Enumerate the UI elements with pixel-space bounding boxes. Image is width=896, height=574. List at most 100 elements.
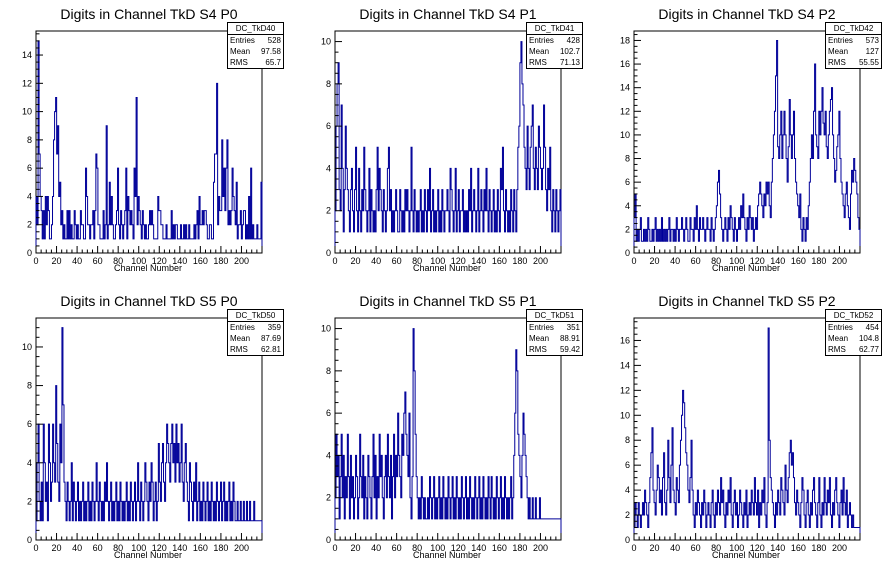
y-tick-label: 12 <box>620 385 630 395</box>
x-tick-label: 80 <box>412 543 422 553</box>
y-tick-label: 6 <box>27 419 32 429</box>
histogram-plot-2: 0 20 40 60 80 100 120 140 160 180 200 0 2 4 6 8 10 12 14 16… <box>620 30 861 266</box>
stats-entries-row: Entries 454 <box>826 322 881 333</box>
stats-mean-row: Mean 87.69 <box>228 333 283 344</box>
x-tick-label: 160 <box>492 543 507 553</box>
y-tick-label: 12 <box>22 78 32 88</box>
stats-rms-value: 65.7 <box>265 58 281 67</box>
x-tick-label: 120 <box>451 256 466 266</box>
y-tick-label: 16 <box>620 335 630 345</box>
x-tick-label: 180 <box>512 256 527 266</box>
stats-entries-label: Entries <box>230 36 255 45</box>
y-tick-label: 10 <box>22 342 32 352</box>
stats-mean-label: Mean <box>529 47 550 56</box>
stats-entries-value: 454 <box>865 323 879 332</box>
stats-rms-label: RMS <box>529 58 547 67</box>
x-axis-label: Channel Number <box>413 263 482 273</box>
histogram-plot-5: 0 20 40 60 80 100 120 140 160 180 200 0 2 4 6 8 10 12 14 16 <box>620 317 861 553</box>
stats-mean-value: 88.91 <box>559 334 580 343</box>
y-tick-label: 18 <box>620 35 630 45</box>
stats-rms-row: RMS 55.55 <box>826 57 881 68</box>
x-axis-label: Channel Number <box>712 263 781 273</box>
x-tick-label: 80 <box>113 256 123 266</box>
stats-rms-label: RMS <box>230 58 248 67</box>
x-tick-label: 200 <box>832 256 847 266</box>
x-tick-label: 20 <box>52 256 62 266</box>
histogram-plot-0: 0 20 40 60 80 100 120 140 160 180 200 0 2 4 6 8 10 12 14 <box>22 30 263 266</box>
y-tick-label: 8 <box>27 135 32 145</box>
histogram-line <box>633 39 861 253</box>
stats-mean-value: 87.69 <box>260 334 281 343</box>
x-tick-label: 160 <box>193 256 208 266</box>
histogram-panel-4: 0 20 40 60 80 100 120 140 160 180 200 0 2 4 6 8 10 Digits… <box>299 287 597 574</box>
stats-rms-label: RMS <box>529 345 547 354</box>
stats-mean-row: Mean 127 <box>826 46 881 57</box>
stats-entries-value: 359 <box>267 323 281 332</box>
y-tick-label: 10 <box>321 37 331 47</box>
stats-box: DC_TkD51 Entries 351 Mean 88.91 RMS 59.42 <box>526 309 583 356</box>
x-tick-label: 160 <box>193 543 208 553</box>
x-tick-label: 120 <box>152 543 167 553</box>
x-tick-label: 180 <box>811 543 826 553</box>
stats-entries-value: 528 <box>267 36 281 45</box>
chart-title: Digits in Channel TkD S4 P2 <box>658 6 836 22</box>
stats-mean-label: Mean <box>230 334 251 343</box>
stats-histogram-name: DC_TkD40 <box>228 23 283 35</box>
x-tick-label: 0 <box>332 543 337 553</box>
x-tick-label: 0 <box>631 543 636 553</box>
stats-histogram-name: DC_TkD42 <box>826 23 881 35</box>
x-tick-label: 60 <box>93 256 103 266</box>
y-tick-label: 2 <box>27 496 32 506</box>
x-tick-label: 60 <box>392 256 402 266</box>
x-tick-label: 60 <box>691 256 701 266</box>
stats-entries-label: Entries <box>230 323 255 332</box>
x-tick-label: 100 <box>729 256 744 266</box>
x-tick-label: 20 <box>650 256 660 266</box>
y-tick-label: 10 <box>620 130 630 140</box>
stats-mean-value: 127 <box>865 47 879 56</box>
stats-rms-row: RMS 71.13 <box>527 57 582 68</box>
stats-histogram-name: DC_TkD52 <box>826 310 881 322</box>
y-tick-label: 14 <box>620 360 630 370</box>
stats-entries-row: Entries 573 <box>826 35 881 46</box>
stats-rms-label: RMS <box>230 345 248 354</box>
x-tick-label: 80 <box>412 256 422 266</box>
x-tick-label: 180 <box>213 256 228 266</box>
stats-entries-value: 351 <box>566 323 580 332</box>
y-tick-label: 8 <box>27 381 32 391</box>
x-tick-label: 140 <box>471 256 486 266</box>
x-tick-label: 20 <box>351 256 361 266</box>
stats-mean-label: Mean <box>529 334 550 343</box>
x-tick-label: 40 <box>371 256 381 266</box>
y-tick-label: 2 <box>326 493 331 503</box>
histogram-panel-3: 0 20 40 60 80 100 120 140 160 180 200 0 2 4 6 8 10 Digits… <box>0 287 298 574</box>
y-tick-label: 0 <box>625 535 630 545</box>
histogram-line <box>35 40 263 253</box>
histogram-plot-3: 0 20 40 60 80 100 120 140 160 180 200 0 2 4 6 8 10 <box>22 317 263 553</box>
x-tick-label: 40 <box>72 543 82 553</box>
y-tick-label: 14 <box>22 50 32 60</box>
x-tick-label: 160 <box>791 543 806 553</box>
x-tick-label: 40 <box>72 256 82 266</box>
stats-rms-value: 62.77 <box>858 345 879 354</box>
x-tick-label: 200 <box>234 543 249 553</box>
stats-entries-row: Entries 359 <box>228 322 283 333</box>
histogram-line <box>633 327 861 540</box>
x-tick-label: 180 <box>512 543 527 553</box>
stats-mean-value: 102.7 <box>559 47 580 56</box>
y-tick-label: 6 <box>625 177 630 187</box>
stats-box: DC_TkD41 Entries 428 Mean 102.7 RMS 71.13 <box>526 22 583 69</box>
stats-mean-label: Mean <box>828 47 849 56</box>
y-tick-label: 6 <box>625 460 630 470</box>
x-tick-label: 100 <box>131 543 146 553</box>
x-tick-label: 100 <box>729 543 744 553</box>
chart-title: Digits in Channel TkD S5 P0 <box>60 293 238 309</box>
x-axis-label: Channel Number <box>413 550 482 560</box>
stats-histogram-name: DC_TkD51 <box>527 310 582 322</box>
x-tick-label: 140 <box>172 543 187 553</box>
stats-mean-row: Mean 88.91 <box>527 333 582 344</box>
x-tick-label: 20 <box>650 543 660 553</box>
x-tick-label: 80 <box>113 543 123 553</box>
x-tick-label: 140 <box>770 543 785 553</box>
x-tick-label: 160 <box>492 256 507 266</box>
